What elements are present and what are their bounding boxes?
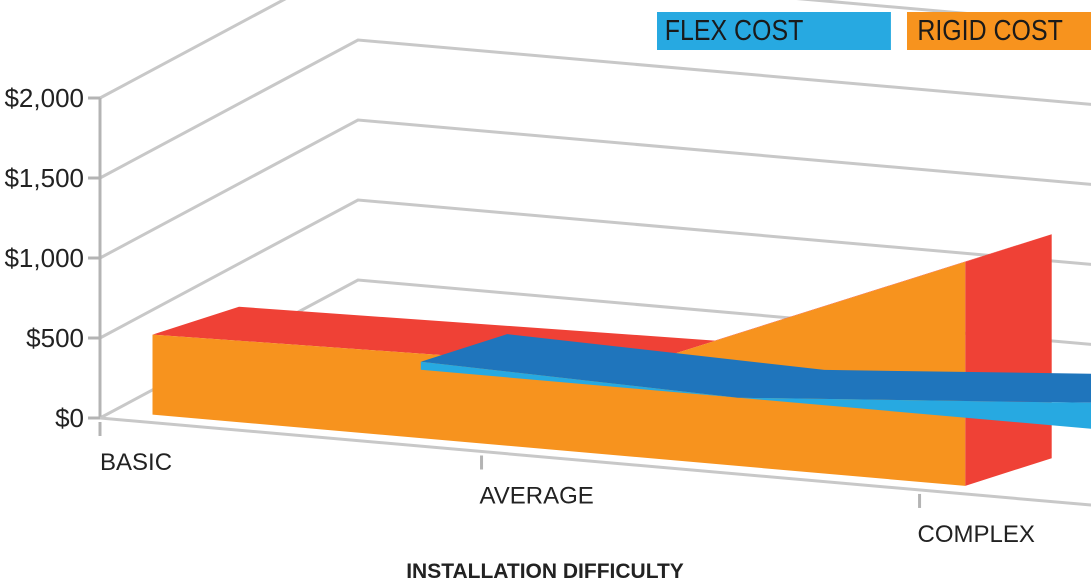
y-tick-label: $0 [55, 403, 84, 433]
legend-flex-cost: FLEX COST [657, 12, 891, 50]
y-tick-label: $2,000 [4, 83, 84, 113]
axis-labels: $0 $500 $1,000 $1,500 $2,000 BASIC AVERAGE COMP… [4, 83, 1034, 583]
series-area-0 [420, 361, 1091, 429]
series-top-0 [420, 334, 1091, 403]
axes [88, 96, 1091, 508]
legend-flex-cost-label: FLEX COST [664, 15, 804, 47]
x-tick-label: BASIC [100, 449, 172, 476]
gridline-3 [99, 38, 1091, 180]
x-axis-title: INSTALLATION DIFFICULTY [406, 560, 684, 583]
x-axis-line [99, 416, 1091, 507]
y-tick-label: $500 [26, 323, 84, 353]
x-tick-label: COMPLEX [918, 521, 1035, 548]
y-tick-label: $1,500 [4, 163, 84, 193]
legend-rigid-cost: RIGID COST [907, 12, 1091, 50]
series-side-1 [965, 234, 1052, 486]
legend-rigid-cost-label: RIGID COST [917, 15, 1063, 47]
gridline-2 [99, 118, 1091, 260]
series-areas [152, 234, 1091, 486]
series-top-1 [152, 234, 1052, 369]
gridline-1 [99, 198, 1091, 340]
gridline-4 [99, 0, 1091, 100]
x-tick-label: AVERAGE [480, 482, 594, 509]
y-tick-label: $1,000 [4, 243, 84, 273]
